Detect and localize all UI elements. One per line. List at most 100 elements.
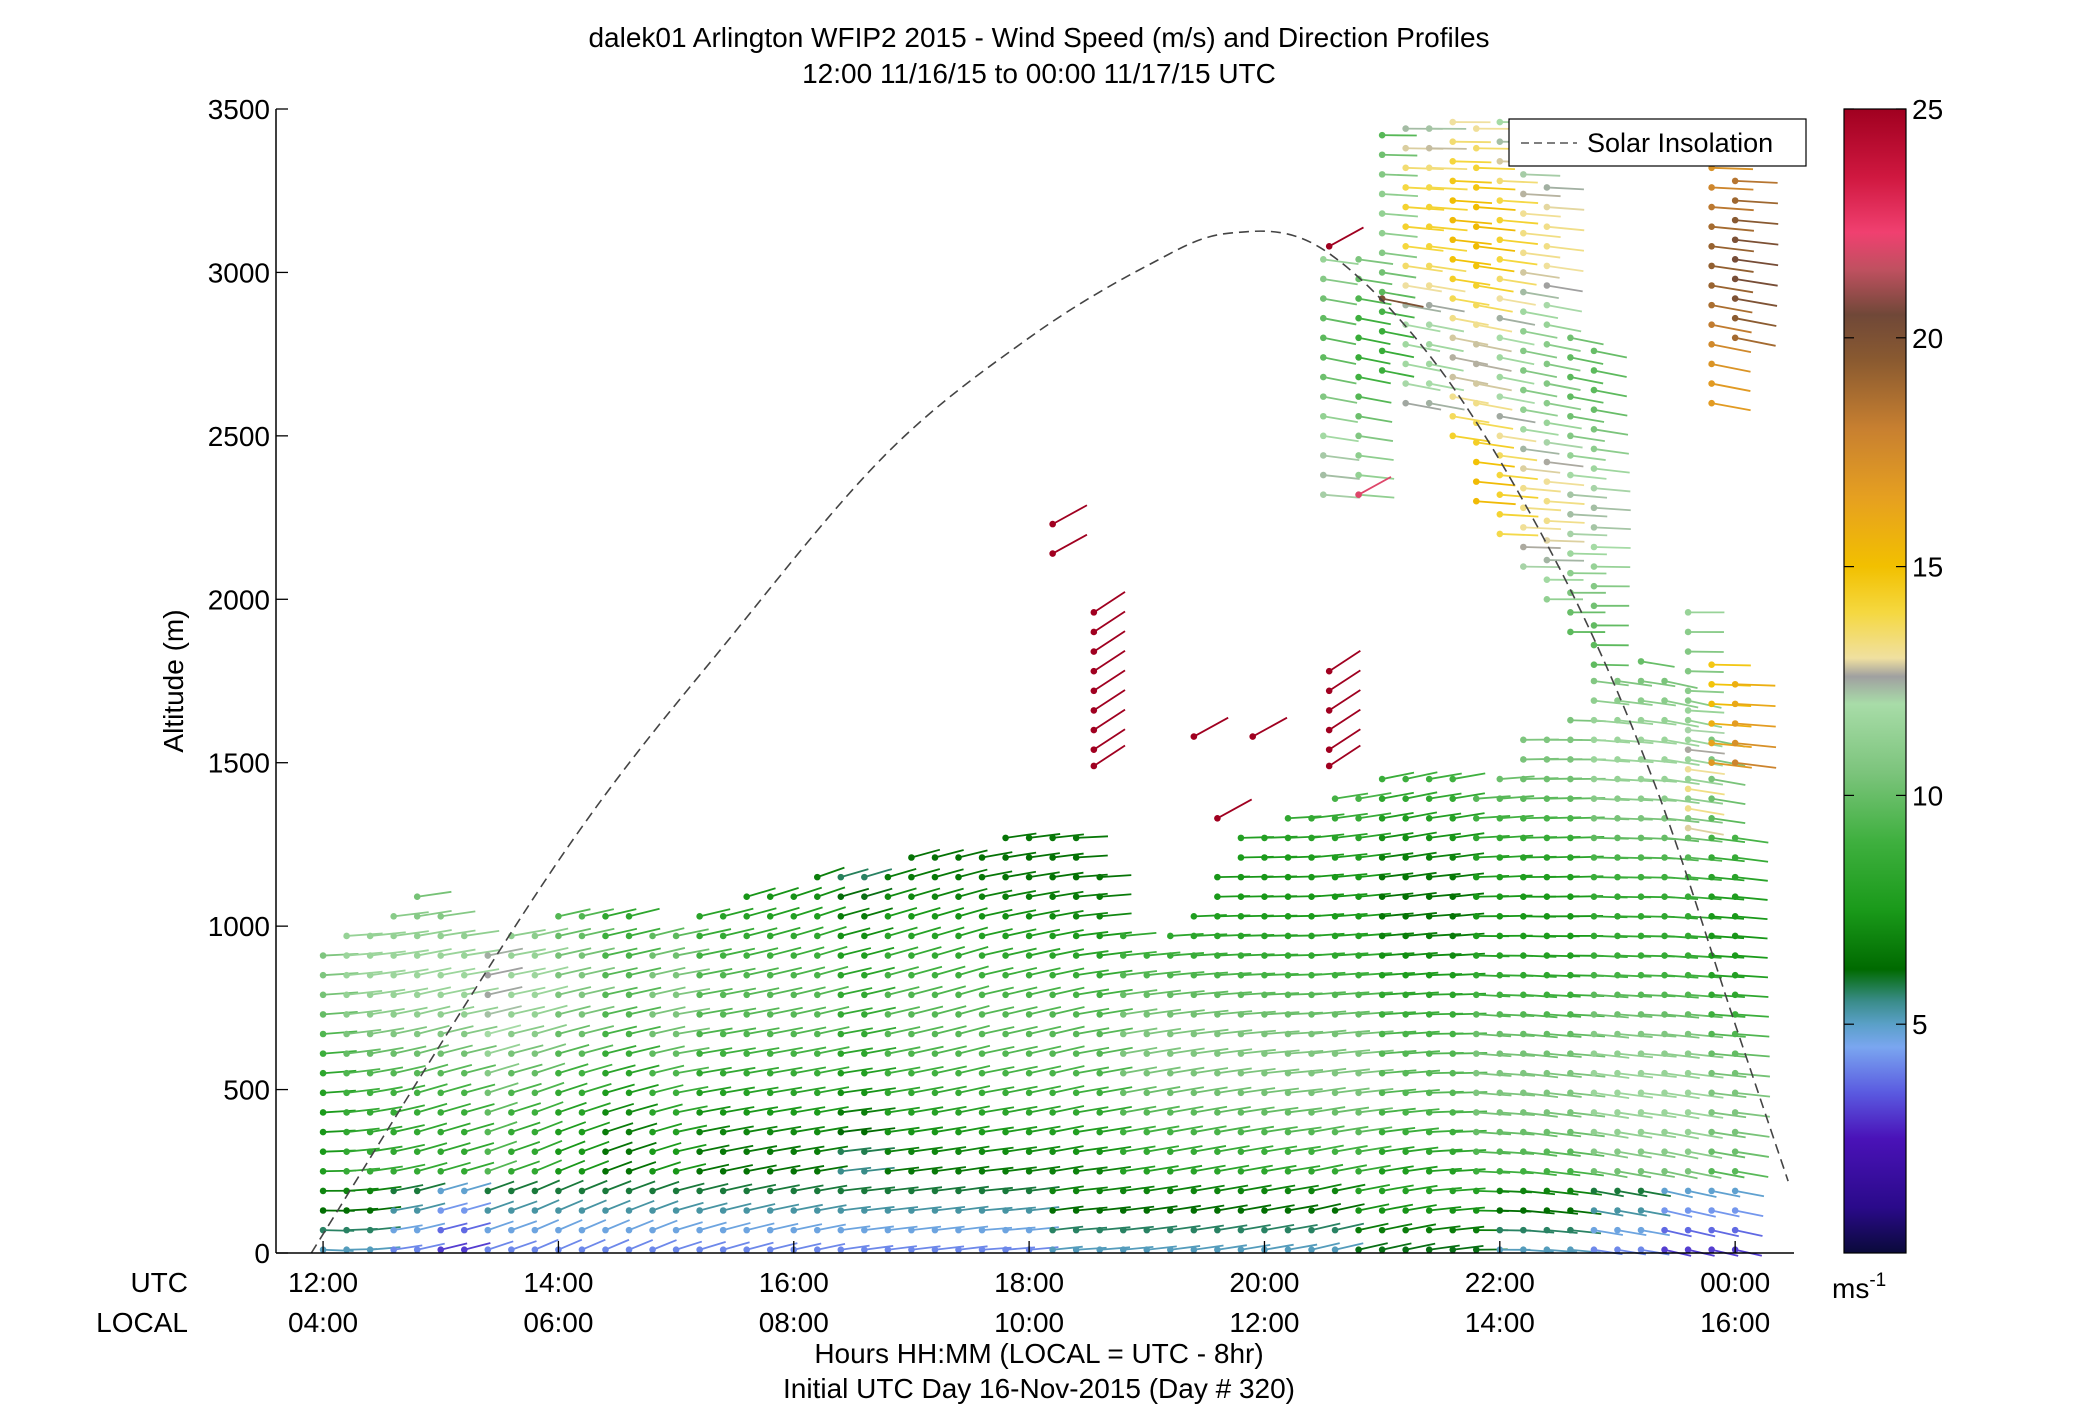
- wind-barb: [417, 986, 452, 996]
- wind-barb: [1664, 935, 1698, 940]
- wind-barb: [628, 1025, 661, 1035]
- wind-point: [1425, 1148, 1433, 1155]
- wind-point: [1590, 386, 1598, 394]
- wind-point: [1590, 1167, 1598, 1175]
- wind-point: [1684, 971, 1692, 979]
- wind-point: [1661, 1148, 1668, 1155]
- wind-point: [1190, 913, 1198, 920]
- wind-barb: [1499, 493, 1539, 499]
- wind-barb: [1476, 1150, 1511, 1155]
- wind-barb: [1735, 1131, 1770, 1138]
- wind-point: [1614, 932, 1621, 940]
- wind-barb: [581, 1179, 608, 1192]
- wind-barb: [1664, 876, 1699, 881]
- wind-point: [790, 1128, 798, 1136]
- wind-barb: [1452, 1091, 1488, 1094]
- wind-point: [555, 1011, 562, 1018]
- wind-point: [484, 1089, 492, 1097]
- wind-barb: [440, 1161, 471, 1173]
- wind-barb: [558, 1159, 586, 1173]
- wind-point: [1496, 412, 1504, 420]
- wind-point: [1214, 1187, 1221, 1195]
- wind-barb: [887, 1066, 921, 1075]
- wind-point: [696, 1128, 703, 1136]
- wind-point: [1378, 1148, 1386, 1155]
- wind-barb: [1499, 356, 1535, 366]
- wind-point: [460, 1011, 468, 1018]
- wind-barb: [1570, 336, 1604, 346]
- colorbar-unit-main: ms: [1832, 1273, 1869, 1304]
- wind-point: [343, 1207, 350, 1214]
- wind-barb: [887, 1106, 920, 1114]
- wind-barb: [840, 868, 869, 878]
- wind-point: [1661, 952, 1668, 959]
- wind-point: [1731, 1050, 1739, 1057]
- wind-point: [1119, 1089, 1127, 1097]
- wind-point: [1449, 216, 1457, 224]
- wind-barb: [1711, 876, 1745, 882]
- wind-barb: [1193, 1047, 1229, 1055]
- wind-barb: [1052, 852, 1084, 859]
- wind-point: [790, 1187, 798, 1195]
- wind-point: [861, 1030, 868, 1038]
- wind-barb: [1099, 1106, 1132, 1114]
- wind-point: [1049, 1148, 1056, 1155]
- wind-point: [955, 1207, 962, 1214]
- wind-point: [1308, 1109, 1315, 1116]
- wind-barb: [1429, 832, 1461, 839]
- wind-barb: [1546, 559, 1585, 562]
- wind-barb: [511, 1082, 542, 1094]
- wind-point: [1096, 1128, 1104, 1136]
- wind-point: [484, 1207, 492, 1214]
- x-axis-ticks: 12:0004:0014:0006:0016:0008:0018:0010:00…: [288, 1241, 1770, 1338]
- wind-barb: [1358, 1030, 1394, 1035]
- wind-barb: [911, 1045, 944, 1055]
- wind-point: [978, 1109, 986, 1116]
- wind-point: [319, 1128, 327, 1136]
- wind-point: [955, 1148, 962, 1155]
- wind-barb: [511, 948, 546, 957]
- wind-point: [1237, 1207, 1245, 1214]
- wind-point: [460, 1069, 468, 1077]
- wind-point: [649, 1030, 656, 1038]
- wind-barb: [1735, 1111, 1770, 1118]
- wind-point: [1402, 360, 1409, 368]
- wind-point: [1684, 765, 1692, 773]
- wind-point: [1002, 1109, 1009, 1116]
- wind-barb: [911, 1146, 943, 1153]
- wind-point: [437, 952, 445, 959]
- wind-point: [1708, 399, 1715, 407]
- wind-point: [1590, 854, 1598, 861]
- wind-point: [1378, 1187, 1386, 1195]
- wind-point: [1520, 367, 1527, 374]
- wind-barb: [840, 1007, 873, 1016]
- x-tick-label-utc: 20:00: [1229, 1267, 1299, 1298]
- wind-barb: [1405, 402, 1442, 411]
- wind-point: [1449, 295, 1457, 302]
- wind-point: [884, 913, 892, 920]
- wind-barb: [605, 947, 638, 957]
- wind-point: [931, 971, 939, 979]
- wind-point: [1543, 595, 1551, 603]
- wind-point: [1002, 1246, 1009, 1254]
- wind-point: [1320, 393, 1327, 400]
- wind-point: [1567, 471, 1574, 479]
- wind-point: [1072, 932, 1080, 940]
- wind-barb: [511, 1063, 543, 1075]
- wind-point: [1355, 471, 1362, 479]
- wind-point: [1143, 1187, 1151, 1195]
- wind-barb: [1052, 910, 1084, 918]
- wind-point: [1684, 746, 1692, 753]
- wind-point: [837, 913, 845, 920]
- wind-point: [1072, 1246, 1080, 1254]
- wind-point: [1567, 1069, 1574, 1077]
- wind-point: [1325, 762, 1333, 770]
- wind-barb: [416, 1202, 446, 1212]
- wind-barb: [1146, 1105, 1180, 1114]
- wind-point: [1708, 680, 1715, 688]
- wind-barb: [1099, 969, 1133, 977]
- wind-point: [1614, 775, 1621, 783]
- wind-point: [908, 932, 915, 940]
- wind-barb: [1711, 1072, 1747, 1078]
- wind-point: [460, 952, 468, 959]
